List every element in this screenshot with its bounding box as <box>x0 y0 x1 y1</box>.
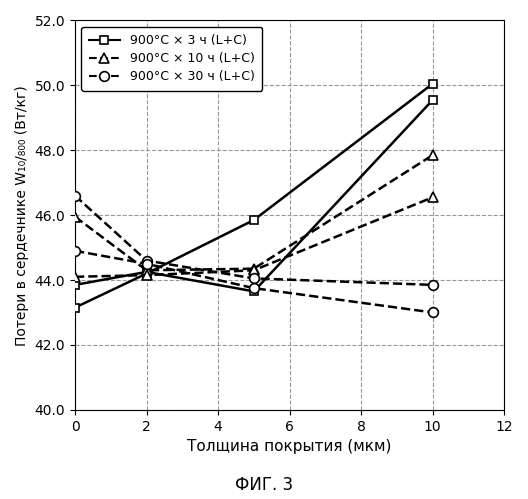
Legend: 900°C × 3 ч (L+C), 900°C × 10 ч (L+C), 900°C × 30 ч (L+C): 900°C × 3 ч (L+C), 900°C × 10 ч (L+C), 9… <box>81 27 262 91</box>
Y-axis label: Потери в сердечнике W₁₀/₈₀₀ (Вт/кг): Потери в сердечнике W₁₀/₈₀₀ (Вт/кг) <box>15 85 29 345</box>
X-axis label: Толщина покрытия (мкм): Толщина покрытия (мкм) <box>187 439 392 454</box>
Text: ФИГ. 3: ФИГ. 3 <box>235 476 293 494</box>
